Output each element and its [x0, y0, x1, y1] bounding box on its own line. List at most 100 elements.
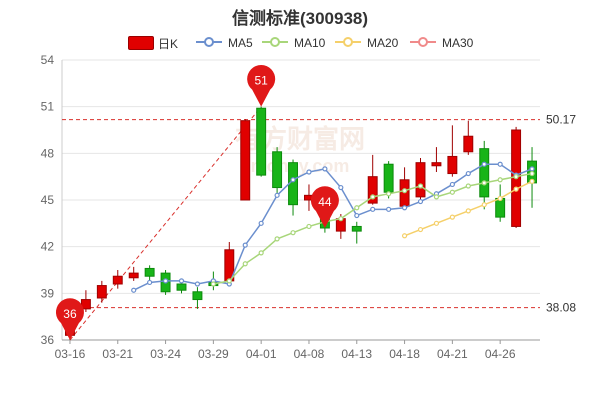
chart-title: 信测标准(300938): [231, 9, 369, 28]
series-point: [401, 188, 408, 194]
series-point: [513, 186, 519, 192]
legend-item-日k[interactable]: 日K: [128, 33, 178, 53]
series-point: [322, 166, 328, 172]
candle-body: [351, 225, 362, 232]
series-point: [497, 195, 503, 202]
series-point: [354, 205, 360, 211]
series-point: [481, 180, 487, 186]
legend-item-ma5[interactable]: MA5: [196, 33, 253, 53]
series-point: [226, 278, 232, 284]
trend-line: [69, 106, 262, 341]
series-point: [306, 223, 312, 230]
series-point: [210, 281, 216, 287]
series-ma20: [401, 178, 535, 239]
legend-label: 日K: [158, 36, 179, 51]
x-tick-label: 03-21: [102, 347, 133, 361]
series-ma5: [131, 161, 535, 293]
candle-body: [479, 148, 490, 198]
candle-body: [463, 135, 474, 153]
legend-item-ma20[interactable]: MA20: [335, 33, 398, 53]
series-point: [481, 202, 487, 208]
x-tick-label: 04-08: [294, 347, 325, 361]
series-point: [274, 236, 280, 242]
legend-label: MA30: [442, 36, 474, 50]
series-ma10: [210, 170, 535, 287]
annotation-pin: 44: [310, 186, 339, 228]
series-point: [162, 278, 169, 284]
y-tick-label: 45: [41, 193, 55, 207]
line-swatch-icon: [335, 36, 361, 51]
pin-marker-icon: [247, 64, 276, 107]
legend-item-ma10[interactable]: MA10: [262, 33, 325, 53]
candle-body: [192, 291, 203, 301]
x-tick-label: 04-01: [246, 347, 277, 361]
series-point: [481, 161, 487, 167]
series-point: [497, 161, 503, 167]
series-point: [433, 194, 440, 200]
legend-label: MA10: [294, 36, 326, 50]
series-point: [449, 181, 455, 188]
series-point: [306, 169, 312, 175]
series-line-ma5: [133, 163, 533, 291]
series-point: [529, 166, 535, 172]
candle-body: [240, 120, 251, 201]
series-point: [417, 183, 424, 189]
pin-marker-icon: [55, 298, 84, 340]
candle-body: [431, 162, 442, 167]
candle-body: [447, 155, 458, 175]
x-tick-label: 04-26: [485, 347, 516, 361]
series-point: [258, 220, 264, 226]
pin-label: 44: [318, 195, 332, 209]
candle-body: [112, 275, 123, 285]
legend-label: MA20: [367, 36, 399, 50]
candle-body: [80, 299, 91, 310]
candle-body: [176, 283, 187, 291]
series-point: [449, 214, 455, 220]
reference-value-label: 38.08: [546, 301, 576, 315]
series-point: [338, 216, 344, 222]
candle-body: [128, 272, 139, 279]
series-point: [147, 279, 153, 286]
x-tick-label: 03-29: [198, 347, 229, 361]
series-point: [290, 230, 296, 236]
series-point: [242, 242, 248, 248]
series-point: [449, 189, 455, 195]
y-tick-label: 48: [41, 146, 55, 160]
series-point: [258, 250, 264, 256]
series-point: [497, 177, 503, 183]
x-tick-label: 04-13: [341, 347, 372, 361]
pin-label: 36: [63, 307, 77, 321]
series-point: [194, 281, 201, 287]
candle-swatch-icon: [128, 36, 154, 50]
series-point: [529, 178, 535, 184]
series-point: [529, 170, 535, 177]
annotation-pin: 36: [55, 298, 84, 340]
series-point: [401, 205, 408, 211]
candle-body: [367, 176, 378, 204]
series-point: [386, 191, 392, 197]
legend-item-ma30[interactable]: MA30: [410, 33, 473, 53]
line-swatch-icon: [196, 36, 222, 51]
series-point: [338, 184, 344, 191]
y-tick-label: 51: [41, 100, 55, 114]
x-tick-label: 03-24: [150, 347, 181, 361]
series-point: [465, 208, 471, 214]
line-swatch-icon: [410, 36, 436, 51]
series-point: [386, 206, 392, 212]
candle-body: [383, 163, 394, 193]
x-tick-label: 04-21: [437, 347, 468, 361]
series-point: [178, 278, 185, 284]
series-point: [417, 226, 424, 233]
y-tick-label: 42: [41, 240, 55, 254]
candle-body: [495, 197, 506, 218]
candle-body: [415, 162, 426, 198]
series-point: [401, 233, 408, 239]
candle-body: [272, 151, 283, 189]
series-point: [242, 261, 248, 267]
series-point: [417, 198, 424, 205]
series-point: [274, 192, 280, 198]
series-point: [465, 170, 471, 177]
watermark-text: 有方财富网: [235, 124, 365, 154]
series-point: [370, 206, 376, 212]
